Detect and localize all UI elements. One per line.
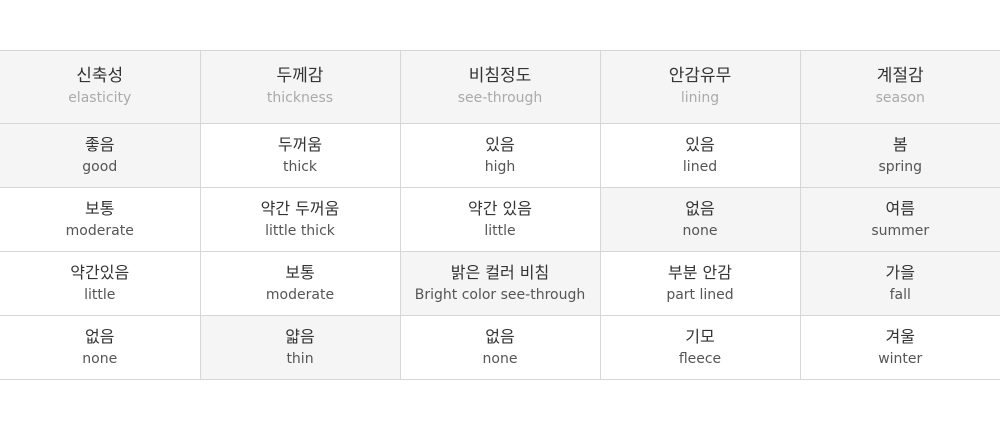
header-label-en: thickness (266, 90, 334, 106)
option-label-en: none (82, 350, 118, 367)
option-cell-selected: 봄 spring (799, 123, 1000, 188)
option-label-ko: 기모 (685, 326, 715, 346)
option-label-en: summer (871, 222, 930, 239)
header-label-ko: 계절감 (876, 66, 924, 86)
option-cell: 보통 moderate (199, 251, 401, 316)
option-cell: 있음 high (399, 123, 601, 188)
option-cell: 기모 fleece (599, 315, 801, 380)
option-label-ko: 있음 (685, 134, 715, 154)
option-cell: 약간있음 little (0, 251, 201, 316)
option-label-en: little (84, 286, 116, 303)
column-header-lining: 안감유무 lining (599, 50, 801, 124)
option-label-en: little thick (265, 222, 335, 239)
option-label-en: none (482, 350, 518, 367)
option-cell: 있음 lined (599, 123, 801, 188)
option-label-en: none (682, 222, 718, 239)
option-label-en: moderate (265, 286, 335, 303)
option-label-en: spring (878, 158, 923, 175)
option-label-en: Bright color see-through (414, 286, 586, 303)
option-label-en: lined (682, 158, 718, 175)
column-header-season: 계절감 season (799, 50, 1000, 124)
option-cell: 약간 두꺼움 little thick (199, 187, 401, 252)
option-cell-selected: 좋음 good (0, 123, 201, 188)
option-label-ko: 부분 안감 (668, 262, 732, 282)
option-label-ko: 밝은 컬러 비침 (450, 262, 550, 282)
option-cell: 약간 있음 little (399, 187, 601, 252)
option-label-en: good (82, 158, 118, 175)
table-row: 약간있음 little 보통 moderate 밝은 컬러 비침 Bright color… (0, 251, 1000, 316)
header-label-ko: 비침정도 (468, 66, 532, 86)
table-row: 좋음 good 두꺼움 thick 있음 high 있음 lined 봄 spring (0, 123, 1000, 188)
column-header-see-through: 비침정도 see-through (399, 50, 601, 124)
option-label-en: fleece (678, 350, 722, 367)
option-label-en: winter (878, 350, 923, 367)
header-label-en: elasticity (68, 90, 132, 106)
option-label-ko: 두꺼움 (277, 134, 323, 154)
table-row: 없음 none 얇음 thin 없음 none 기모 fleece 겨울 winter (0, 315, 1000, 380)
option-label-ko: 약간 두꺼움 (260, 198, 340, 218)
table-row: 보통 moderate 약간 두꺼움 little thick 약간 있음 little 없… (0, 187, 1000, 252)
option-cell: 없음 none (0, 315, 201, 380)
option-cell-selected: 가을 fall (799, 251, 1000, 316)
header-label-en: lining (680, 90, 720, 106)
option-label-ko: 없음 (485, 326, 515, 346)
header-label-ko: 두께감 (276, 66, 324, 86)
header-label-en: season (875, 90, 925, 106)
header-label-en: see-through (457, 90, 543, 106)
column-header-elasticity: 신축성 elasticity (0, 50, 201, 124)
option-label-ko: 좋음 (85, 134, 115, 154)
option-cell: 두꺼움 thick (199, 123, 401, 188)
option-label-ko: 있음 (485, 134, 515, 154)
option-cell: 겨울 winter (799, 315, 1000, 380)
header-row: 신축성 elasticity 두께감 thickness 비침정도 see-through… (0, 50, 1000, 124)
option-cell-selected: 얇음 thin (199, 315, 401, 380)
option-label-ko: 약간있음 (70, 262, 130, 282)
option-label-en: thick (282, 158, 318, 175)
option-label-en: part lined (666, 286, 734, 303)
option-cell-selected: 밝은 컬러 비침 Bright color see-through (399, 251, 601, 316)
header-label-ko: 안감유무 (668, 66, 732, 86)
product-info-table: 신축성 elasticity 두께감 thickness 비침정도 see-through… (0, 50, 1000, 380)
option-label-ko: 봄 (892, 134, 908, 154)
option-label-en: high (484, 158, 516, 175)
header-label-ko: 신축성 (76, 66, 124, 86)
option-label-ko: 약간 있음 (468, 198, 532, 218)
option-cell: 없음 none (399, 315, 601, 380)
option-label-en: little (484, 222, 516, 239)
option-cell: 보통 moderate (0, 187, 201, 252)
option-label-ko: 없음 (685, 198, 715, 218)
option-label-ko: 겨울 (885, 326, 915, 346)
column-header-thickness: 두께감 thickness (199, 50, 401, 124)
option-label-ko: 여름 (885, 198, 915, 218)
option-label-ko: 없음 (85, 326, 115, 346)
option-cell-selected: 여름 summer (799, 187, 1000, 252)
option-label-en: fall (889, 286, 911, 303)
option-cell-selected: 없음 none (599, 187, 801, 252)
option-cell: 부분 안감 part lined (599, 251, 801, 316)
option-label-ko: 보통 (85, 198, 115, 218)
option-label-en: thin (286, 350, 314, 367)
option-label-ko: 가을 (885, 262, 915, 282)
option-label-ko: 보통 (285, 262, 315, 282)
option-label-en: moderate (65, 222, 134, 239)
option-label-ko: 얇음 (285, 326, 315, 346)
